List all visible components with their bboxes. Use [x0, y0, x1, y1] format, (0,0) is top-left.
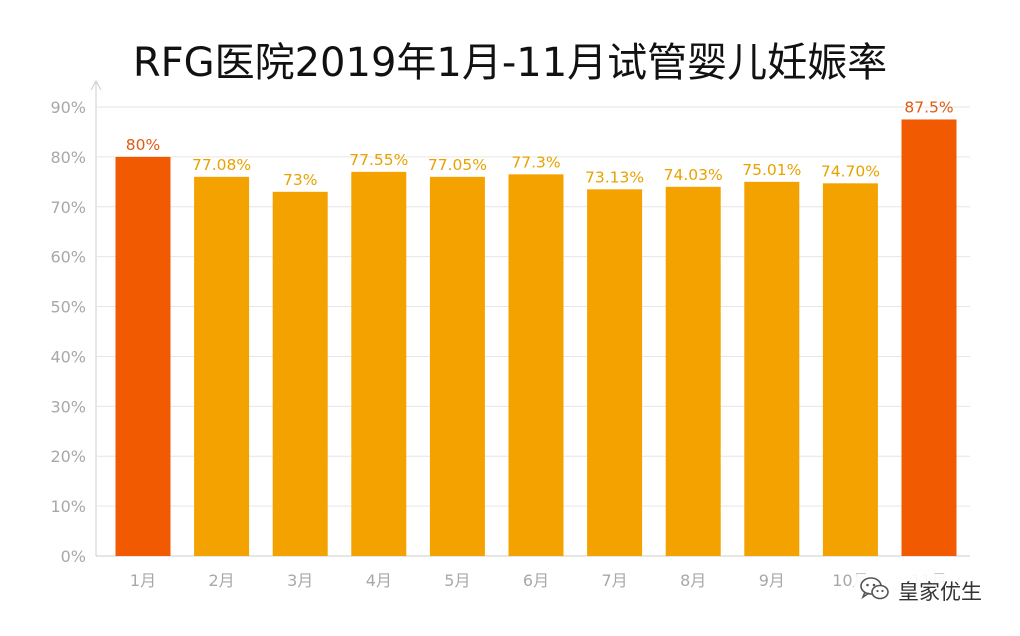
y-tick-label: 40% — [50, 347, 86, 366]
bar — [665, 186, 721, 557]
bar — [508, 174, 564, 556]
bar — [272, 191, 328, 557]
data-label: 74.70% — [821, 162, 880, 180]
x-tick-label: 2月 — [209, 571, 235, 590]
data-label: 77.55% — [349, 151, 408, 169]
bar — [744, 181, 800, 557]
y-tick-label: 50% — [50, 298, 86, 317]
watermark: 皇家优生 — [854, 574, 988, 608]
y-axis-arrow — [90, 79, 102, 91]
data-label: 74.03% — [664, 166, 723, 184]
data-label: 77.05% — [428, 156, 487, 174]
y-tick-label: 80% — [50, 148, 86, 167]
data-label: 87.5% — [904, 98, 953, 116]
y-tick-label: 90% — [50, 98, 86, 117]
data-label: 73.13% — [585, 168, 644, 186]
watermark-text: 皇家优生 — [898, 580, 982, 604]
bar — [587, 189, 643, 557]
data-label: 73% — [283, 171, 317, 189]
x-tick-label: 4月 — [366, 571, 392, 590]
x-tick-label: 9月 — [759, 571, 785, 590]
y-tick-label: 0% — [61, 547, 86, 566]
bar — [901, 119, 957, 556]
x-tick-label: 6月 — [523, 571, 549, 590]
bar — [194, 176, 250, 556]
y-tick-label: 60% — [50, 248, 86, 267]
data-label: 77.3% — [511, 153, 560, 171]
wechat-icon — [860, 576, 890, 606]
y-tick-label: 10% — [50, 497, 86, 516]
y-tick-label: 70% — [50, 198, 86, 217]
bar — [115, 156, 171, 556]
x-tick-label: 5月 — [444, 571, 470, 590]
x-tick-label: 1月 — [130, 571, 156, 590]
data-label: 77.08% — [192, 156, 251, 174]
y-tick-label: 30% — [50, 397, 86, 416]
x-tick-label: 7月 — [602, 571, 628, 590]
data-label: 75.01% — [742, 161, 801, 179]
y-tick-label: 20% — [50, 447, 86, 466]
bar — [822, 183, 878, 556]
data-label: 80% — [126, 136, 160, 154]
bar — [351, 171, 407, 556]
x-tick-label: 3月 — [287, 571, 313, 590]
x-tick-label: 8月 — [680, 571, 706, 590]
bar — [429, 176, 485, 556]
chart-title: RFG医院2019年1月-11月试管婴儿妊娠率 — [132, 40, 888, 86]
